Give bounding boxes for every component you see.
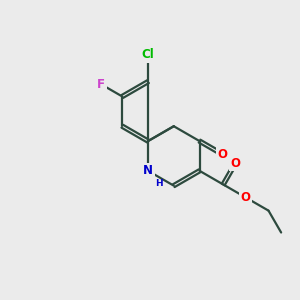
Text: O: O bbox=[230, 157, 240, 170]
Text: Cl: Cl bbox=[142, 48, 154, 62]
Text: O: O bbox=[241, 191, 251, 204]
Text: H: H bbox=[155, 179, 163, 188]
Text: F: F bbox=[97, 78, 105, 91]
Text: O: O bbox=[217, 148, 227, 161]
Text: N: N bbox=[143, 164, 153, 177]
